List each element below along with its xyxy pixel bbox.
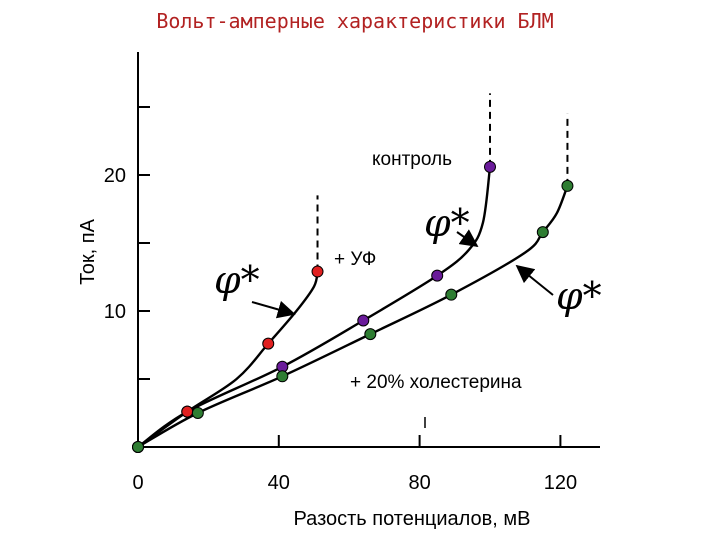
x-tick-label: 120 <box>544 472 577 494</box>
data-point-series-2 <box>536 226 549 239</box>
x-tick-label: 0 <box>132 472 143 494</box>
data-point-series-1 <box>262 337 275 350</box>
data-point-series-2 <box>132 441 144 453</box>
x-axis-label: Разость потенциалов, мВ <box>294 508 531 530</box>
data-point-series-2 <box>191 407 204 419</box>
data-point-series-1 <box>311 265 324 278</box>
data-point-series-2 <box>276 370 289 383</box>
data-point-series-0 <box>484 160 496 173</box>
chart-title: Вольт-амперные характеристики БЛМ <box>156 9 553 33</box>
data-point-series-1 <box>181 405 194 418</box>
label-cholesterol: + 20% холестерина <box>350 372 522 393</box>
data-point-series-2 <box>364 328 377 341</box>
y-tick-label: 20 <box>104 165 126 187</box>
phi-arrow-cholesterol <box>515 264 554 296</box>
y-axis-label: Ток, пА <box>77 218 99 284</box>
label-control: контроль <box>372 149 452 170</box>
series-line-2 <box>137 185 569 449</box>
phi-label-uv: φ* <box>214 258 260 302</box>
series-line-0 <box>137 166 492 448</box>
phi-arrow-control <box>456 229 479 248</box>
data-point-series-0 <box>431 269 444 282</box>
data-point-series-0 <box>357 314 370 327</box>
phi-arrow-uv <box>251 300 296 319</box>
phi-label-cholesterol: φ* <box>556 274 602 318</box>
data-point-series-2 <box>445 288 458 301</box>
y-tick-label: 10 <box>104 301 126 323</box>
label-uv: + УФ <box>334 249 376 270</box>
x-tick-label: 40 <box>268 472 290 494</box>
phi-label-control: φ* <box>424 201 470 245</box>
x-tick-label: 80 <box>408 472 430 494</box>
data-point-series-2 <box>561 179 574 192</box>
